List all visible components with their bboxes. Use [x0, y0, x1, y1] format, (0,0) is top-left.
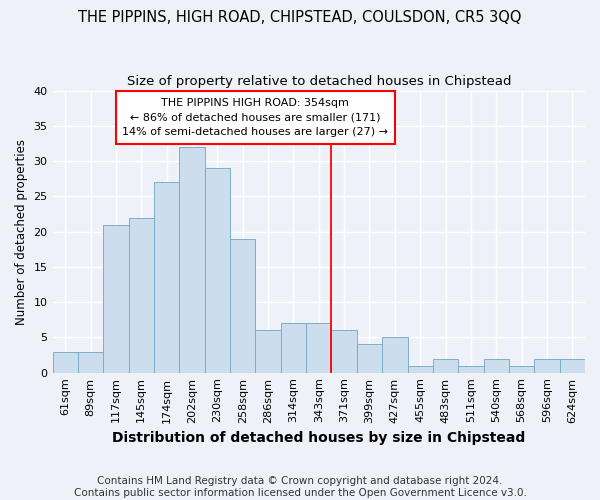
Bar	[357, 344, 382, 372]
Bar	[230, 238, 256, 372]
Bar	[534, 358, 560, 372]
Bar	[179, 147, 205, 372]
Title: Size of property relative to detached houses in Chipstead: Size of property relative to detached ho…	[127, 75, 511, 88]
Bar	[331, 330, 357, 372]
Bar	[154, 182, 179, 372]
Text: THE PIPPINS, HIGH ROAD, CHIPSTEAD, COULSDON, CR5 3QQ: THE PIPPINS, HIGH ROAD, CHIPSTEAD, COULS…	[78, 10, 522, 25]
Bar	[103, 224, 128, 372]
Bar	[433, 358, 458, 372]
X-axis label: Distribution of detached houses by size in Chipstead: Distribution of detached houses by size …	[112, 431, 526, 445]
Bar	[205, 168, 230, 372]
Bar	[407, 366, 433, 372]
Bar	[281, 324, 306, 372]
Bar	[53, 352, 78, 372]
Bar	[128, 218, 154, 372]
Bar	[382, 338, 407, 372]
Bar	[256, 330, 281, 372]
Bar	[458, 366, 484, 372]
Text: Contains HM Land Registry data © Crown copyright and database right 2024.
Contai: Contains HM Land Registry data © Crown c…	[74, 476, 526, 498]
Bar	[509, 366, 534, 372]
Text: THE PIPPINS HIGH ROAD: 354sqm
← 86% of detached houses are smaller (171)
14% of : THE PIPPINS HIGH ROAD: 354sqm ← 86% of d…	[122, 98, 388, 137]
Bar	[306, 324, 331, 372]
Bar	[484, 358, 509, 372]
Y-axis label: Number of detached properties: Number of detached properties	[15, 138, 28, 324]
Bar	[78, 352, 103, 372]
Bar	[560, 358, 585, 372]
